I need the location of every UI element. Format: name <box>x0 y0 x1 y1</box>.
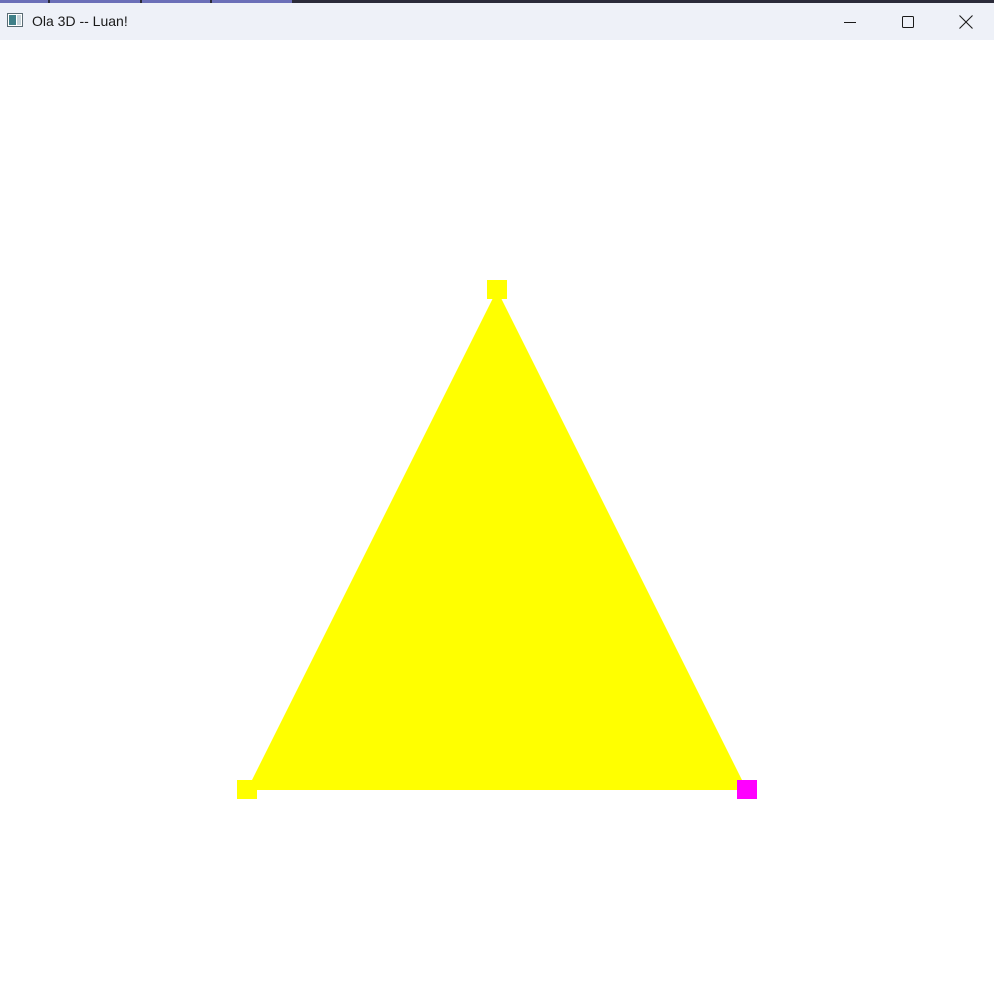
taskbar-edge <box>0 0 994 3</box>
minimize-button[interactable] <box>821 3 879 40</box>
maximize-icon <box>902 15 914 28</box>
vertex-bottom-right-marker <box>737 780 757 799</box>
scene-svg <box>237 280 757 799</box>
close-icon <box>958 14 973 29</box>
title-bar[interactable]: Ola 3D -- Luan! <box>0 3 994 40</box>
app-window-icon <box>7 13 23 27</box>
vertex-top-marker <box>487 280 507 299</box>
render-canvas[interactable] <box>0 40 994 986</box>
window-title: Ola 3D -- Luan! <box>32 13 128 29</box>
minimize-icon <box>844 16 856 28</box>
close-button[interactable] <box>937 3 994 40</box>
vertex-bottom-left-marker <box>237 780 257 799</box>
maximize-button[interactable] <box>879 3 937 40</box>
triangle <box>247 290 747 790</box>
